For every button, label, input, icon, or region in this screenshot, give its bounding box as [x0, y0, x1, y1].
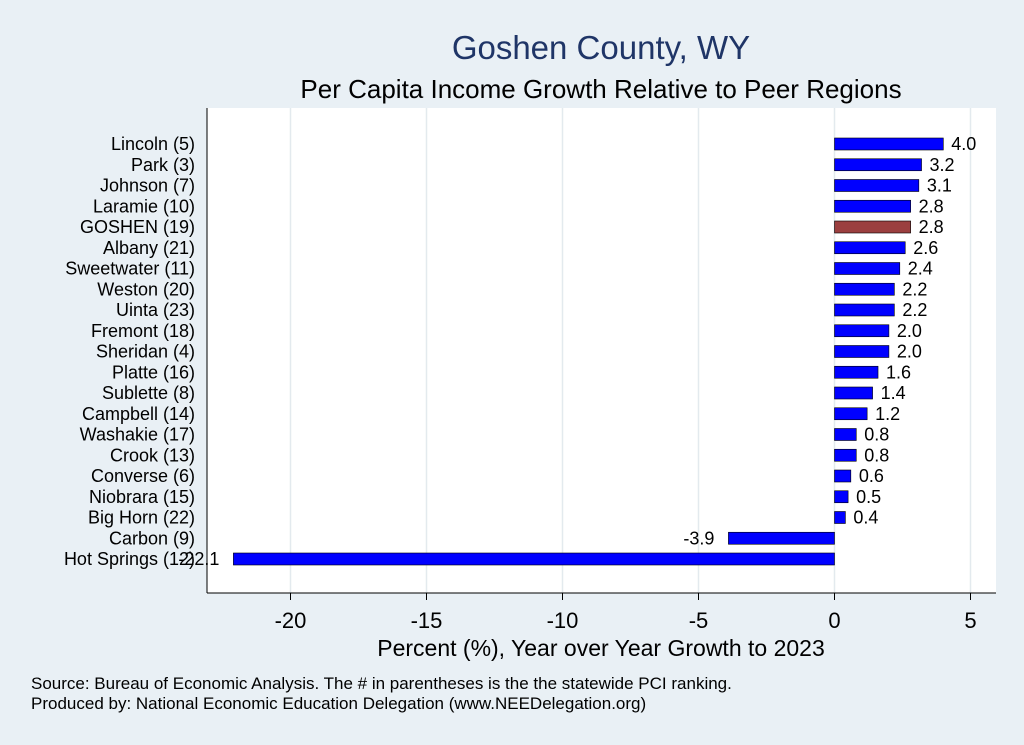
- value-label: 2.4: [908, 259, 933, 279]
- category-label: Hot Springs (12): [64, 549, 195, 569]
- bar: [834, 428, 857, 441]
- produced-by-note: Produced by: National Economic Education…: [31, 694, 646, 713]
- x-tick-label: -5: [689, 608, 709, 633]
- bar: [728, 531, 835, 545]
- value-label: 1.4: [881, 383, 906, 403]
- category-label: Carbon (9): [109, 528, 195, 548]
- value-label: 2.0: [897, 321, 922, 341]
- bar: [834, 282, 895, 296]
- value-label: 2.6: [913, 238, 938, 258]
- bar: [834, 511, 846, 524]
- category-label: Big Horn (22): [88, 508, 195, 528]
- category-label: Park (3): [131, 155, 195, 175]
- chart-title: Goshen County, WY: [452, 29, 750, 66]
- category-label: Crook (13): [110, 445, 195, 465]
- bar: [834, 469, 852, 483]
- x-axis-title: Percent (%), Year over Year Growth to 20…: [377, 635, 825, 661]
- bar: [834, 158, 922, 172]
- chart-subtitle: Per Capita Income Growth Relative to Pee…: [300, 74, 901, 104]
- category-label: Fremont (18): [91, 321, 195, 341]
- value-label: 0.8: [864, 425, 889, 445]
- category-label: Campbell (14): [82, 404, 195, 424]
- bar: [834, 303, 895, 317]
- x-tick-label: -20: [275, 608, 307, 633]
- x-tick-label: -15: [411, 608, 443, 633]
- category-label: Platte (16): [112, 362, 195, 382]
- bar: [834, 407, 868, 421]
- category-label: Niobrara (15): [89, 487, 195, 507]
- bar: [834, 199, 911, 213]
- category-label: Uinta (23): [116, 300, 195, 320]
- value-label: 0.4: [853, 508, 878, 528]
- value-label: 1.2: [875, 404, 900, 424]
- value-labels: 4.03.23.12.82.82.62.42.22.22.02.01.61.41…: [178, 134, 976, 569]
- x-axis: -20 -15 -10 -5 0 5: [206, 108, 996, 633]
- bar: [834, 448, 857, 462]
- category-label: Sheridan (4): [96, 342, 195, 362]
- value-label: -3.9: [683, 528, 714, 548]
- bar: [834, 241, 906, 255]
- value-label: 3.1: [927, 176, 952, 196]
- value-label: 2.8: [919, 196, 944, 216]
- bar: [233, 552, 835, 566]
- bar: [834, 179, 920, 192]
- bar: [834, 490, 849, 504]
- value-label: 2.8: [919, 217, 944, 237]
- x-tick-label: 0: [828, 608, 840, 633]
- bar: [834, 345, 890, 358]
- bars: [233, 137, 944, 566]
- x-tick-label: -10: [547, 608, 579, 633]
- value-label: -22.1: [178, 549, 219, 569]
- bar: [834, 262, 901, 275]
- category-label: Johnson (7): [100, 176, 195, 196]
- bar: [834, 324, 890, 338]
- category-label: Sublette (8): [102, 383, 195, 403]
- grid-lines: [289, 108, 972, 593]
- category-label: GOSHEN (19): [80, 217, 195, 237]
- value-label: 2.2: [902, 300, 927, 320]
- bar: [834, 220, 911, 234]
- value-label: 2.0: [897, 342, 922, 362]
- value-label: 0.8: [864, 445, 889, 465]
- category-label: Weston (20): [97, 279, 195, 299]
- bar: [834, 365, 879, 379]
- value-label: 4.0: [951, 134, 976, 154]
- x-tick-label: 5: [964, 608, 976, 633]
- value-label: 2.2: [902, 279, 927, 299]
- value-label: 0.6: [859, 466, 884, 486]
- source-note: Source: Bureau of Economic Analysis. The…: [31, 674, 732, 693]
- value-label: 3.2: [930, 155, 955, 175]
- category-labels: Lincoln (5)Park (3)Johnson (7)Laramie (1…: [64, 134, 195, 569]
- value-label: 0.5: [856, 487, 881, 507]
- category-label: Converse (6): [91, 466, 195, 486]
- category-label: Albany (21): [103, 238, 195, 258]
- category-label: Sweetwater (11): [65, 259, 195, 279]
- category-label: Washakie (17): [80, 425, 195, 445]
- bar: [834, 386, 873, 400]
- bar: [834, 137, 944, 151]
- category-label: Laramie (10): [93, 196, 195, 216]
- category-label: Lincoln (5): [111, 134, 195, 154]
- value-label: 1.6: [886, 362, 911, 382]
